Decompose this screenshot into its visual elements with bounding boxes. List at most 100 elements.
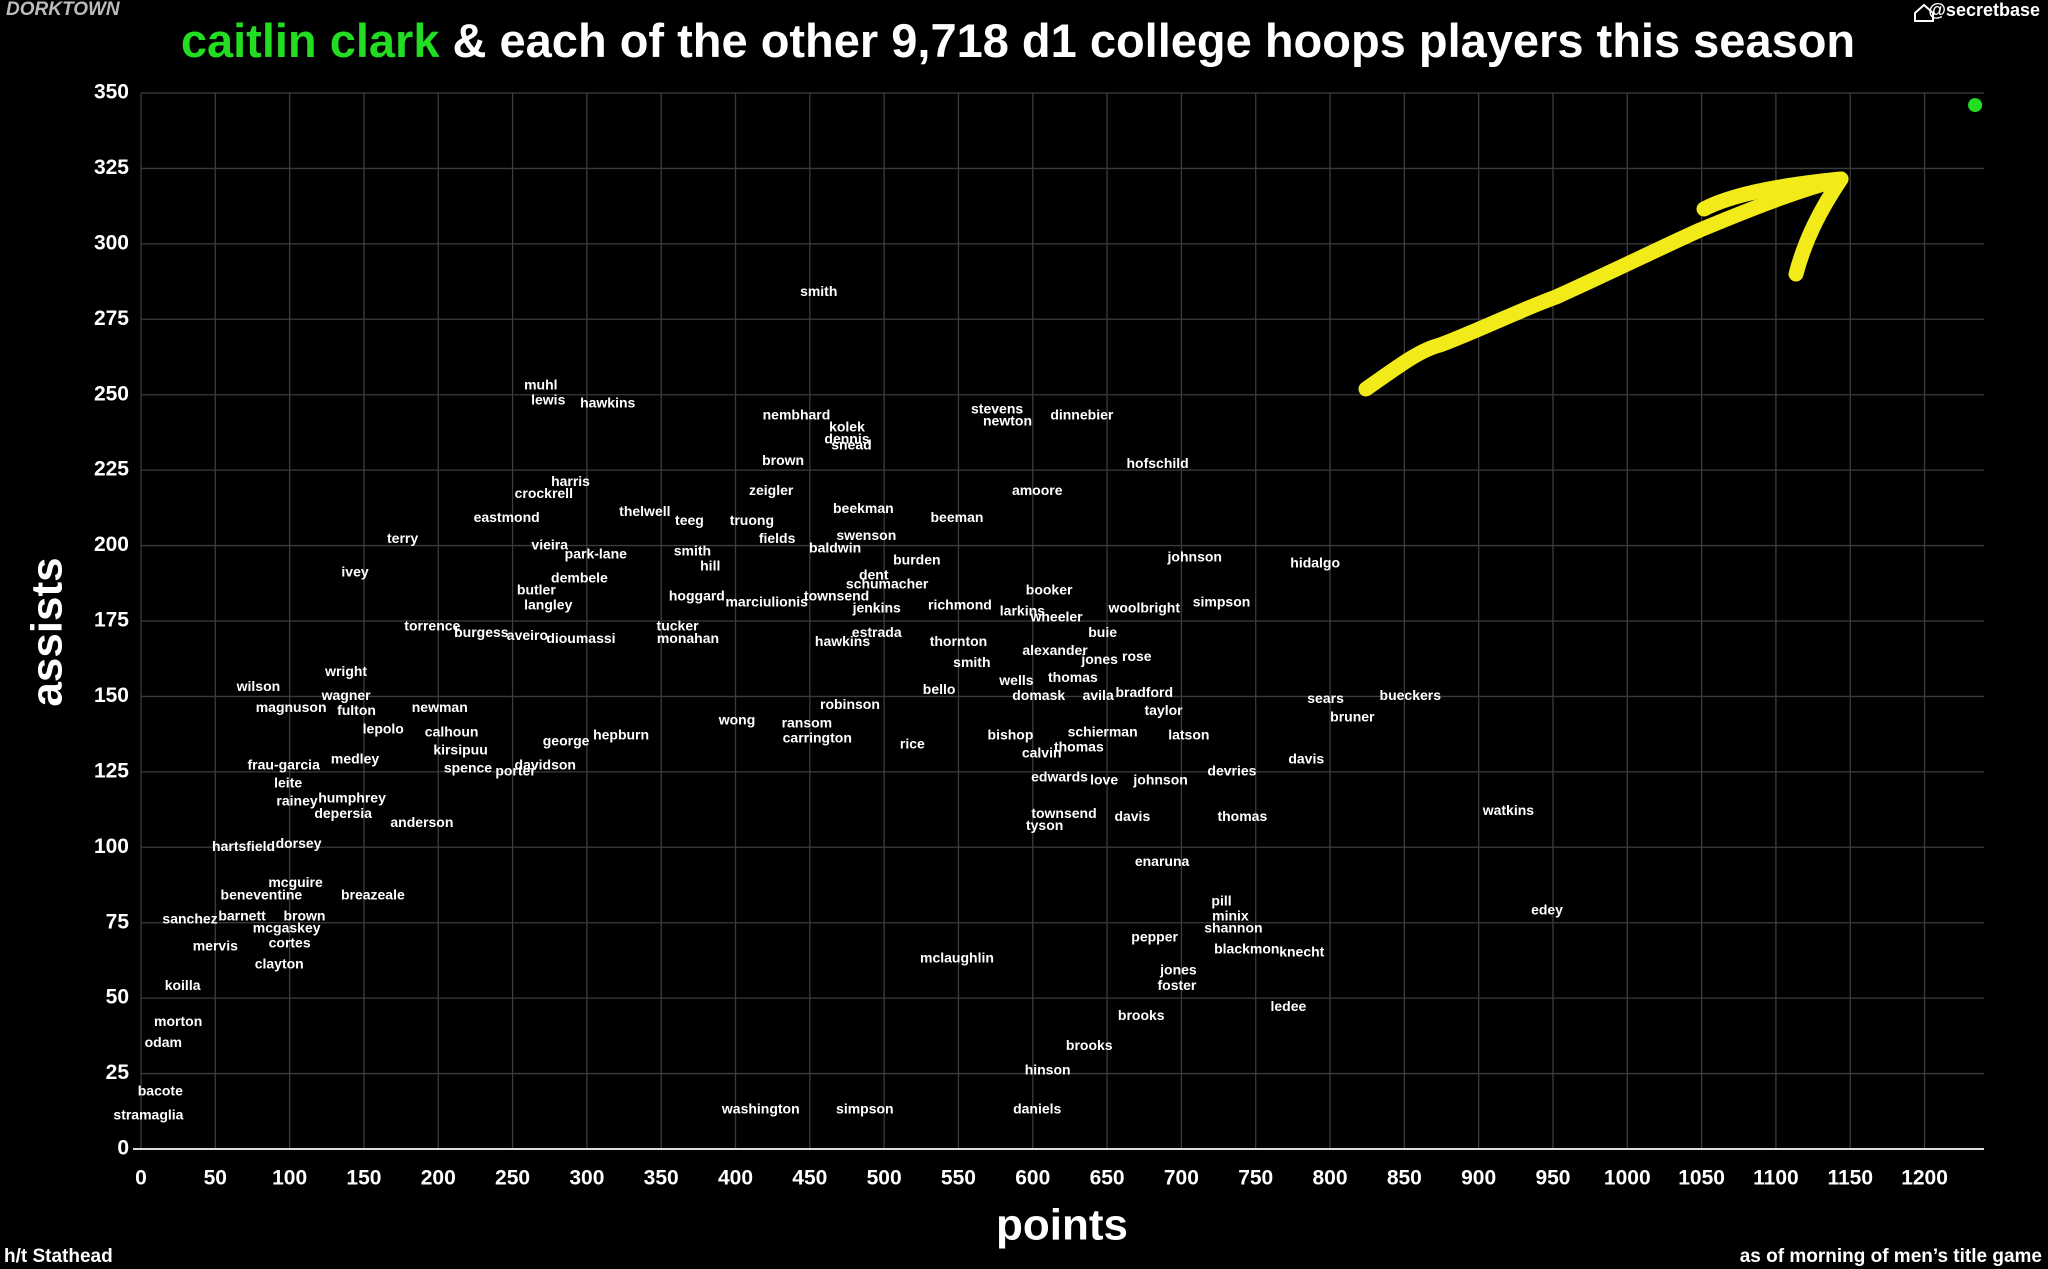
point-label: humphrey <box>318 790 386 806</box>
point-label: stramaglia <box>113 1107 183 1123</box>
point-label: townsend <box>1031 805 1096 821</box>
point-label: brown <box>283 907 325 923</box>
handle: @secretbase <box>1928 0 2040 20</box>
handle-icon <box>1914 3 1934 22</box>
point-label: simpson <box>836 1100 894 1116</box>
point-label: ransom <box>782 714 833 730</box>
point-label: newman <box>412 699 468 715</box>
title-highlight: caitlin clark <box>181 14 440 67</box>
point-label: blackmon <box>1214 941 1279 957</box>
point-label: townsend <box>804 588 869 604</box>
y-tick-label: 150 <box>94 684 129 707</box>
point-label: wright <box>324 663 367 679</box>
point-label: knecht <box>1279 944 1324 960</box>
point-label: truong <box>730 512 774 528</box>
point-label: domask <box>1012 687 1065 703</box>
point-label: bello <box>923 681 956 697</box>
point-label: thornton <box>930 633 988 649</box>
point-label: park-lane <box>565 545 627 561</box>
point-label: frau-garcia <box>248 757 321 773</box>
point-label: cortes <box>269 935 311 951</box>
chart-title: caitlin clark & each of the other 9,718 … <box>181 14 1855 67</box>
point-label: rice <box>900 735 925 751</box>
point-label: swenson <box>836 527 896 543</box>
point-label: smith <box>953 654 990 670</box>
point-label: rose <box>1122 648 1152 664</box>
point-label: snead <box>831 437 871 453</box>
point-label: hill <box>700 557 720 573</box>
x-tick-label: 1050 <box>1678 1167 1725 1190</box>
point-label: aveiro <box>507 627 548 643</box>
point-label: dioumassi <box>546 630 615 646</box>
point-label: edey <box>1531 901 1563 917</box>
point-label: estrada <box>852 624 902 640</box>
point-label: tyson <box>1026 817 1063 833</box>
point-label: thelwell <box>619 503 670 519</box>
title-rest: & each of the other 9,718 d1 college hoo… <box>453 14 1856 67</box>
point-label: watkins <box>1482 802 1535 818</box>
y-tick-label: 100 <box>94 835 129 858</box>
point-label: teeg <box>675 512 704 528</box>
point-label: kolek <box>829 419 865 435</box>
title-space <box>439 14 452 67</box>
point-label: brooks <box>1118 1007 1165 1023</box>
x-axis-label: points <box>996 1201 1128 1250</box>
x-tick-label: 550 <box>941 1167 976 1190</box>
x-tick-label: 350 <box>644 1167 679 1190</box>
point-label: terry <box>387 530 418 546</box>
point-label: carrington <box>783 729 852 745</box>
y-tick-label: 175 <box>94 609 129 632</box>
y-tick-label: 300 <box>94 231 129 254</box>
point-label: porter <box>495 763 536 779</box>
y-tick-label: 275 <box>94 307 129 330</box>
point-label: calhoun <box>425 723 479 739</box>
y-tick-label: 225 <box>94 458 129 481</box>
point-label: edwards <box>1031 769 1088 785</box>
point-label: hidalgo <box>1290 554 1340 570</box>
point-label: robinson <box>820 696 880 712</box>
x-tick-label: 1150 <box>1827 1167 1873 1190</box>
point-label: barnett <box>218 907 266 923</box>
y-axis-label: assists <box>23 557 72 706</box>
point-label: dent <box>859 566 889 582</box>
point-label: schierman <box>1068 723 1138 739</box>
point-label: washington <box>721 1100 800 1116</box>
point-label: jenkins <box>852 600 901 616</box>
point-label: hofschild <box>1127 455 1189 471</box>
y-tick-label: 25 <box>106 1061 130 1084</box>
point-label: mclaughlin <box>920 950 994 966</box>
point-label: alexander <box>1022 642 1088 658</box>
point-label: buie <box>1088 624 1117 640</box>
point-label: shannon <box>1204 919 1262 935</box>
point-label: bishop <box>988 726 1034 742</box>
point-label: langley <box>524 597 572 613</box>
point-label: medley <box>331 750 379 766</box>
point-label: smith <box>800 283 837 299</box>
x-tick-label: 100 <box>272 1167 307 1190</box>
y-tick-label: 50 <box>106 986 129 1009</box>
point-label: rainey <box>276 793 317 809</box>
point-label: dennis <box>824 431 869 447</box>
point-label: stevens <box>971 401 1023 417</box>
point-label: thomas <box>1054 738 1104 754</box>
point-label: foster <box>1157 977 1196 993</box>
point-label: crockrell <box>515 485 573 501</box>
point-label: mcgaskey <box>253 919 321 935</box>
point-label: jones <box>1159 962 1197 978</box>
point-label: daniels <box>1013 1100 1061 1116</box>
point-label: nembhard <box>763 407 831 423</box>
point-label: johnson <box>1132 772 1187 788</box>
point-label: thomas <box>1217 808 1267 824</box>
point-label: butler <box>517 582 556 598</box>
point-label: hawkins <box>815 633 870 649</box>
point-label: spence <box>444 760 492 776</box>
point-label: wong <box>718 711 756 727</box>
x-tick-label: 1200 <box>1901 1167 1948 1190</box>
point-label: latson <box>1168 726 1209 742</box>
point-label: pill <box>1211 892 1231 908</box>
x-tick-label: 300 <box>569 1167 604 1190</box>
point-label: depersia <box>314 805 372 821</box>
point-label: pepper <box>1131 929 1178 945</box>
point-label: love <box>1090 772 1118 788</box>
y-tick-label: 125 <box>94 759 129 782</box>
